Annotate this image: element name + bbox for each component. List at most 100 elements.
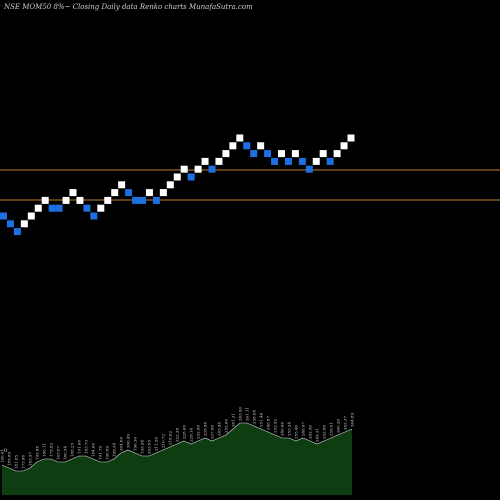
volume-value-label: 200.49: [126, 434, 131, 448]
renko-brick-down: [132, 196, 140, 204]
volume-value-label: 185.89: [7, 452, 12, 466]
renko-brick-down: [152, 196, 160, 204]
volume-value-label: 191.60: [77, 440, 82, 454]
volume-value-label: 179.82: [49, 443, 54, 457]
renko-brick-up: [201, 157, 209, 165]
renko-brick-up: [312, 157, 320, 165]
volume-value-label: 259.01: [329, 422, 334, 436]
renko-brick-down: [90, 212, 98, 220]
volume-value-label: 239.86: [203, 422, 208, 436]
volume-value-label: 186.61: [0, 449, 5, 463]
renko-brick-up: [27, 212, 35, 220]
volume-value-label: 229.14: [189, 428, 194, 442]
volume-value-label: 242.50: [308, 425, 313, 439]
volume-value-label: 263.90: [238, 407, 243, 421]
volume-value-label: 249.31: [315, 428, 320, 442]
volume-value-label: 252.92: [273, 419, 278, 433]
renko-brick-up: [62, 196, 70, 204]
renko-brick-up: [159, 189, 167, 197]
renko-brick-up: [76, 196, 84, 204]
volume-value-label: 261.31: [231, 413, 236, 427]
volume-value-label: 175.98: [21, 455, 26, 469]
volume-value-label: 210.72: [161, 434, 166, 448]
volume-value-label: 186.11: [42, 443, 47, 457]
renko-brick-up: [34, 204, 42, 212]
renko-brick-up: [97, 204, 105, 212]
volume-value-label: 211.58: [154, 437, 159, 451]
renko-brick-up: [118, 181, 126, 189]
volume-value-label: 199.54: [112, 443, 117, 457]
renko-brick-up: [104, 196, 112, 204]
volume-value-label: 183.07: [56, 446, 61, 460]
renko-brick-down: [125, 189, 133, 197]
volume-value-label: 245.96: [217, 422, 222, 436]
renko-brick-up: [194, 165, 202, 173]
renko-brick-up: [278, 150, 285, 158]
renko-brick-down: [326, 157, 334, 165]
volume-value-label: 260.20: [336, 419, 341, 433]
volume-value-label: 191.79: [98, 446, 103, 460]
volume-value-label: 218.62: [168, 431, 173, 445]
renko-brick-down: [13, 228, 21, 236]
volume-value-label: 192.88: [35, 446, 40, 460]
renko-brick-up: [20, 220, 28, 228]
volume-value-label: 251.44: [259, 413, 264, 427]
renko-brick-up: [166, 181, 174, 189]
volume-value-label: 237.06: [210, 425, 215, 439]
renko-brick-up: [257, 142, 265, 150]
renko-brick-down: [305, 165, 313, 173]
renko-brick-up: [111, 189, 119, 197]
renko-brick-down: [250, 150, 258, 158]
renko-brick-up: [222, 150, 230, 158]
volume-value-label: 261.11: [245, 407, 250, 421]
volume-area: [2, 423, 352, 495]
renko-brick-up: [340, 142, 348, 150]
volume-value-label: 183.73: [84, 440, 89, 454]
renko-brick-down: [271, 157, 279, 165]
volume-value-label: 253.24: [287, 422, 292, 436]
renko-brick-up: [236, 134, 244, 142]
renko-bricks: [0, 134, 355, 236]
chart-title: NSE MOM50 8%~ Closing Daily data Renko c…: [3, 3, 253, 11]
renko-brick-up: [180, 165, 188, 173]
renko-brick-up: [215, 157, 223, 165]
volume-value-label: 183.97: [28, 452, 33, 466]
volume-value-label: 232.90: [196, 425, 201, 439]
volume-value-label: 264.89: [350, 413, 355, 427]
renko-brick-up: [229, 142, 237, 150]
renko-brick-down: [208, 165, 216, 173]
volume-value-label: 184.60: [91, 443, 96, 457]
volume-value-label: 258.84: [252, 410, 257, 424]
volume-value-label: 262.37: [343, 416, 348, 430]
volume-panel: 186.61 185.89 181.85 175.98 183.97 192.88 186.…: [0, 407, 355, 495]
volume-value-label: 188.25: [70, 443, 75, 457]
renko-brick-up: [41, 196, 49, 204]
renko-brick-up: [347, 134, 355, 142]
volume-value-label: 181.85: [14, 455, 19, 469]
renko-brick-down: [187, 173, 195, 181]
renko-brick-up: [291, 150, 299, 158]
renko-brick-down: [6, 220, 14, 228]
renko-brick-down: [264, 150, 272, 158]
volume-value-label: 203.05: [147, 440, 152, 454]
volume-value-label: 228.60: [182, 425, 187, 439]
renko-brick-up: [333, 150, 341, 158]
renko-brick-down: [83, 204, 91, 212]
volume-value-label: 204.06: [119, 437, 124, 451]
renko-brick-down: [284, 157, 292, 165]
volume-value-label: 248.87: [266, 416, 271, 430]
volume-value-label: 190.89: [105, 446, 110, 460]
volume-line: [1, 422, 353, 472]
volume-zero-label: 0: [4, 448, 7, 454]
volume-value-label: 248.67: [301, 422, 306, 436]
renko-brick-down: [55, 204, 63, 212]
renko-brick-up: [173, 173, 181, 181]
renko-brick-down: [48, 204, 56, 212]
renko-brick-down: [243, 142, 251, 150]
volume-value-label: 222.38: [175, 428, 180, 442]
renko-brick-down: [298, 157, 306, 165]
volume-value-label: 255.40: [294, 425, 299, 439]
volume-value-label: 193.94: [140, 440, 145, 454]
